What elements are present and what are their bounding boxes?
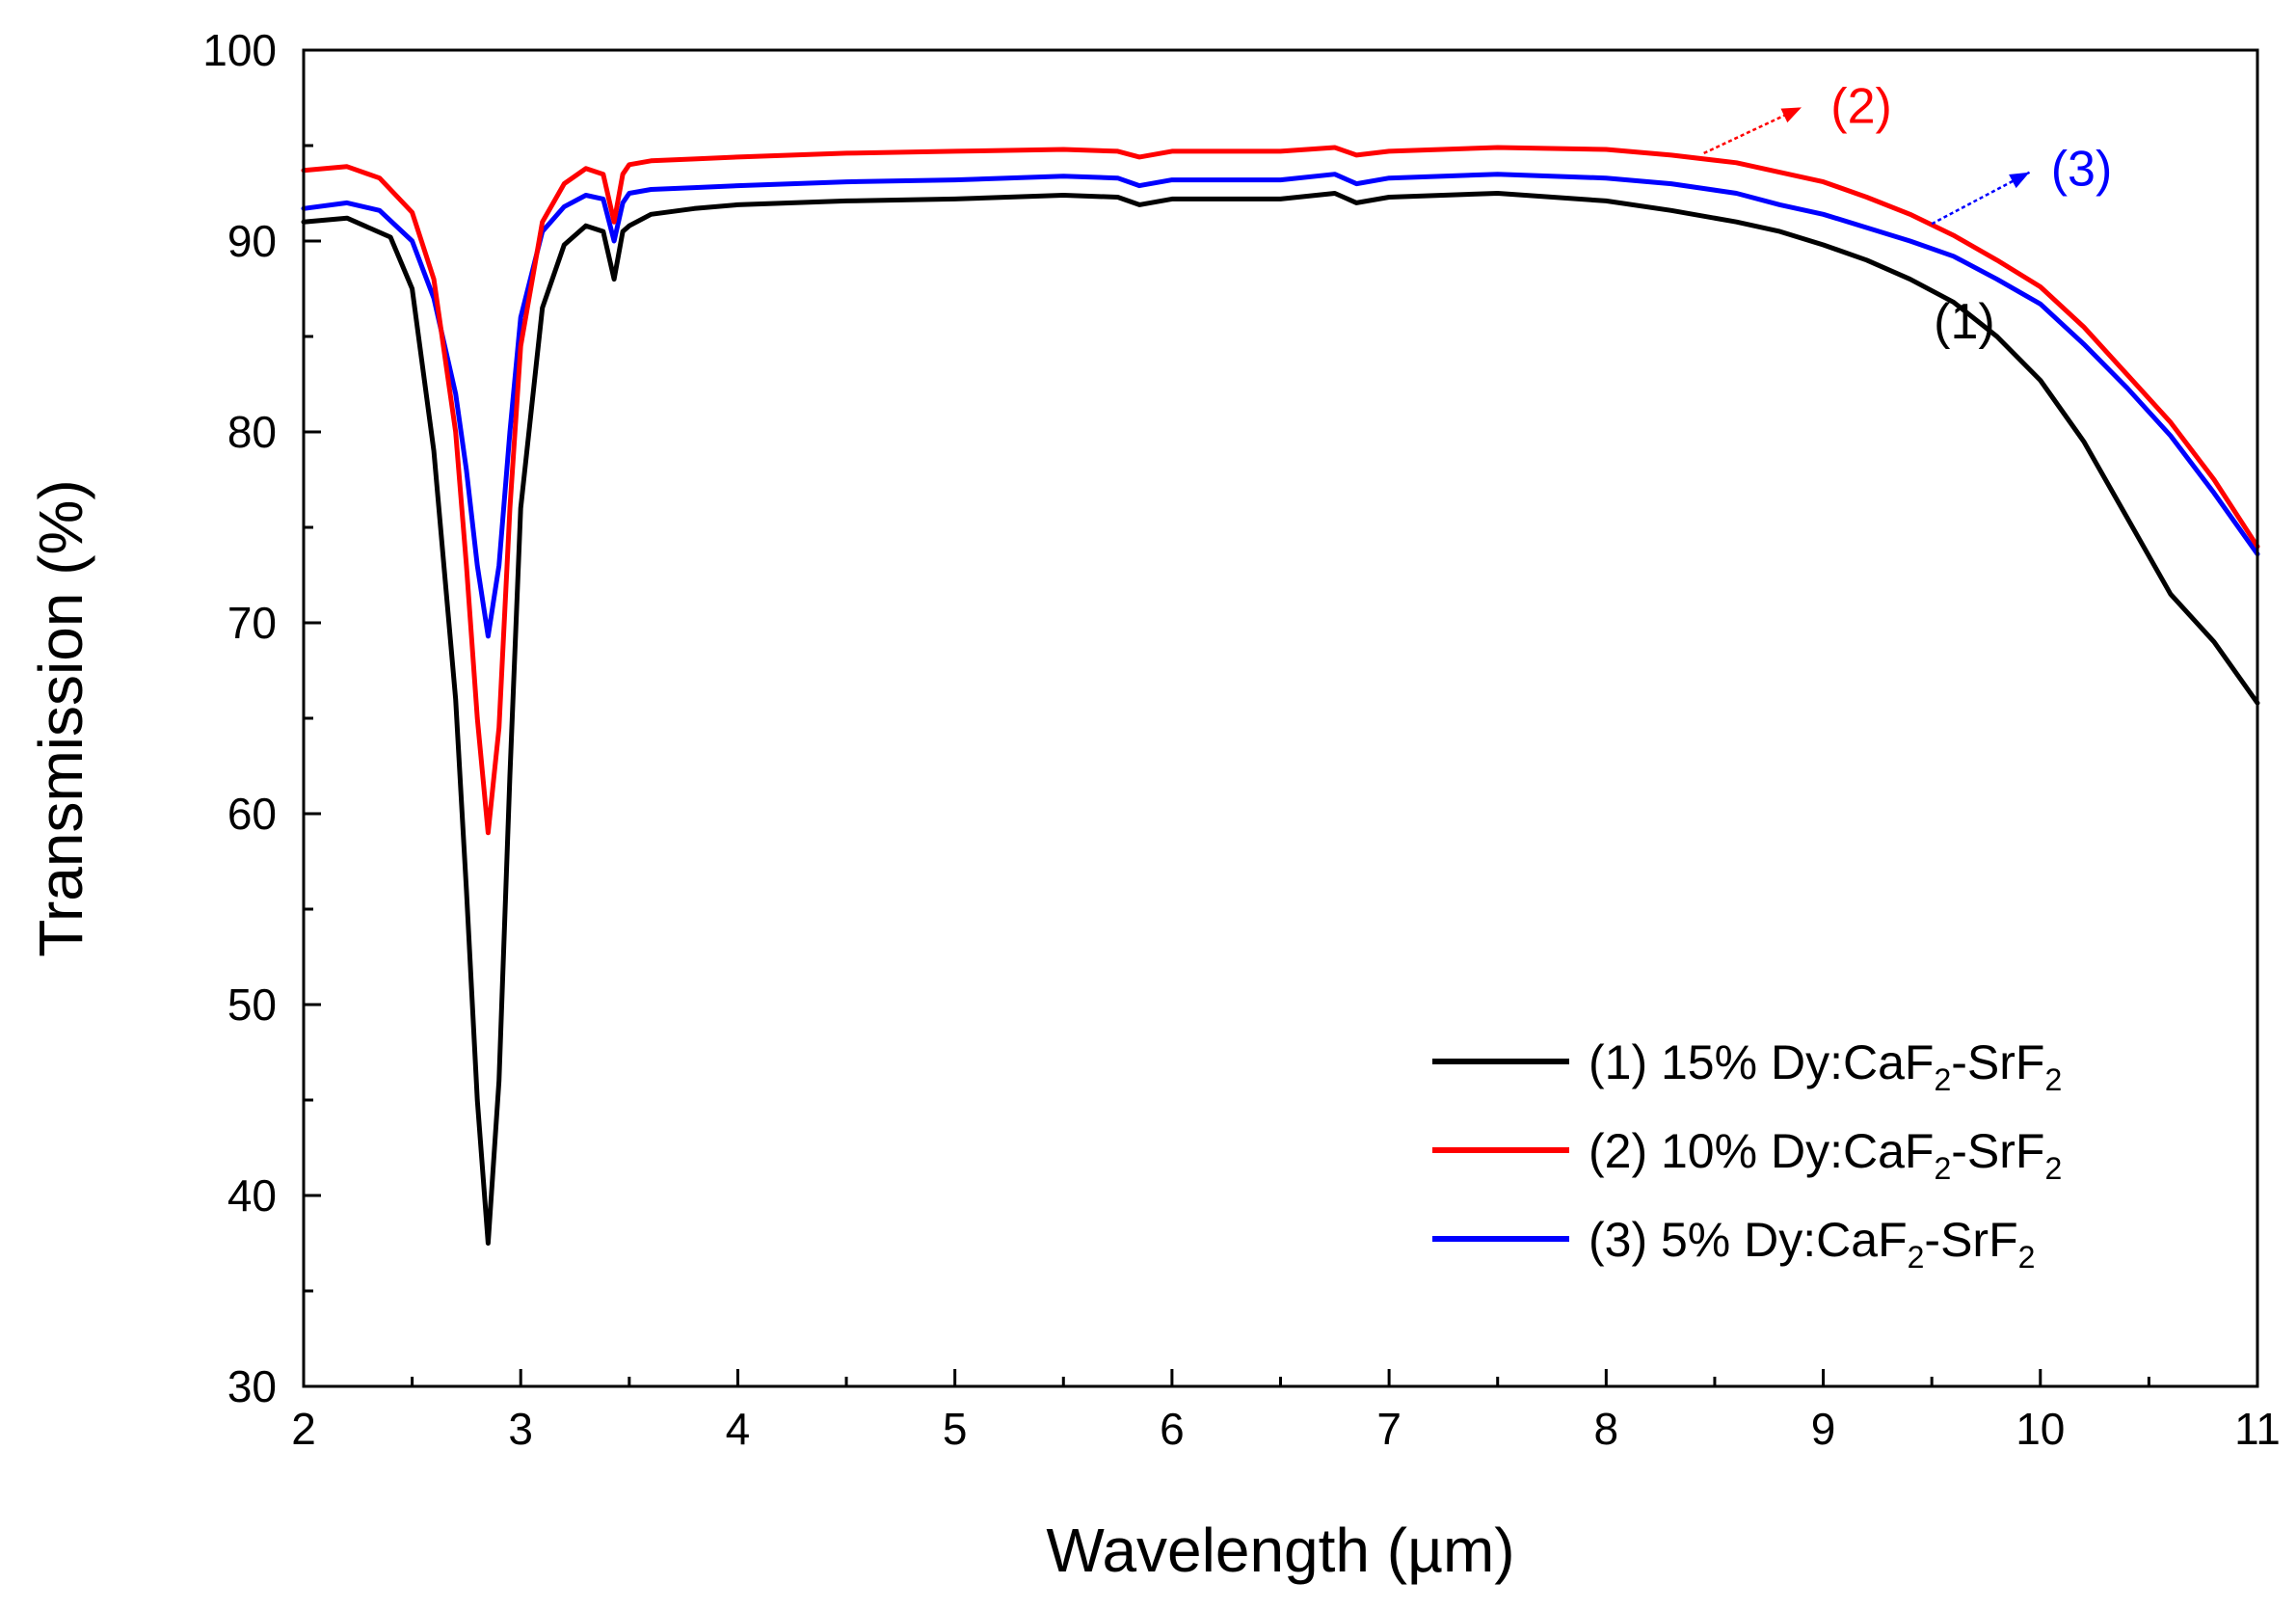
y-tick-label: 100 (202, 25, 277, 75)
axes-group: 2 3 4 5 6 7 8 9 10 11 30 40 50 60 70 80 90 100 Wavelength … (26, 25, 2281, 1585)
legend-subscript: 2 (2018, 1240, 2036, 1275)
legend-text: -SrF (1951, 1035, 2044, 1089)
series-line-1 (301, 191, 2260, 1246)
annotation-3-arrow-head (2009, 172, 2030, 189)
x-tick-label: 2 (291, 1404, 316, 1454)
x-tick-label: 11 (2234, 1404, 2281, 1454)
legend-text: (3) 5% Dy:CaF (1589, 1213, 1908, 1267)
annotation-3-arrow-line (1931, 171, 2031, 226)
x-tick-label: 10 (2016, 1404, 2065, 1454)
y-tick-label: 90 (227, 216, 277, 266)
legend-text: (2) 10% Dy:CaF (1589, 1124, 1934, 1178)
legend-subscript: 2 (2044, 1062, 2062, 1097)
y-axis-title: Transmission (%) (26, 479, 95, 956)
y-tick-label: 50 (227, 980, 277, 1030)
series-line-2 (301, 145, 2260, 836)
y-tick-label: 70 (227, 598, 277, 648)
x-axis-title: Wavelength (µm) (1046, 1516, 1514, 1585)
y-tick-label: 30 (227, 1361, 277, 1411)
legend-subscript: 2 (1934, 1151, 1951, 1186)
legend: (1) 15% Dy:CaF2-SrF2(2) 10% Dy:CaF2-SrF2… (1432, 1035, 2062, 1275)
annotation-3: (3) (2051, 142, 2113, 198)
x-tick-label: 9 (1811, 1404, 1836, 1454)
y-tick-label: 60 (227, 789, 277, 839)
x-tick-label: 5 (943, 1404, 968, 1454)
series-line-3 (301, 172, 2260, 639)
x-tick-label: 8 (1594, 1404, 1619, 1454)
legend-subscript: 2 (2044, 1151, 2062, 1186)
annotations-group: (1) (2) (3) (1703, 78, 2113, 350)
legend-label-3: (3) 5% Dy:CaF2-SrF2 (1589, 1213, 2035, 1275)
annotation-2-arrow-head (1780, 107, 1802, 123)
legend-label-1: (1) 15% Dy:CaF2-SrF2 (1589, 1035, 2062, 1097)
legend-text: -SrF (1951, 1124, 2044, 1178)
x-tick-label: 7 (1376, 1404, 1402, 1454)
legend-subscript: 2 (1908, 1240, 1925, 1275)
annotation-1: (1) (1934, 294, 1995, 350)
y-tick-label: 40 (227, 1170, 277, 1221)
x-tick-label: 6 (1160, 1404, 1185, 1454)
x-tick-label: 3 (508, 1404, 533, 1454)
legend-text: -SrF (1924, 1213, 2017, 1267)
legend-text: (1) 15% Dy:CaF (1589, 1035, 1934, 1089)
legend-subscript: 2 (1934, 1062, 1951, 1097)
y-tick-label: 80 (227, 407, 277, 457)
annotation-2: (2) (1830, 78, 1892, 134)
x-tick-label: 4 (726, 1404, 751, 1454)
legend-label-2: (2) 10% Dy:CaF2-SrF2 (1589, 1124, 2062, 1186)
series-group (301, 145, 2260, 1246)
